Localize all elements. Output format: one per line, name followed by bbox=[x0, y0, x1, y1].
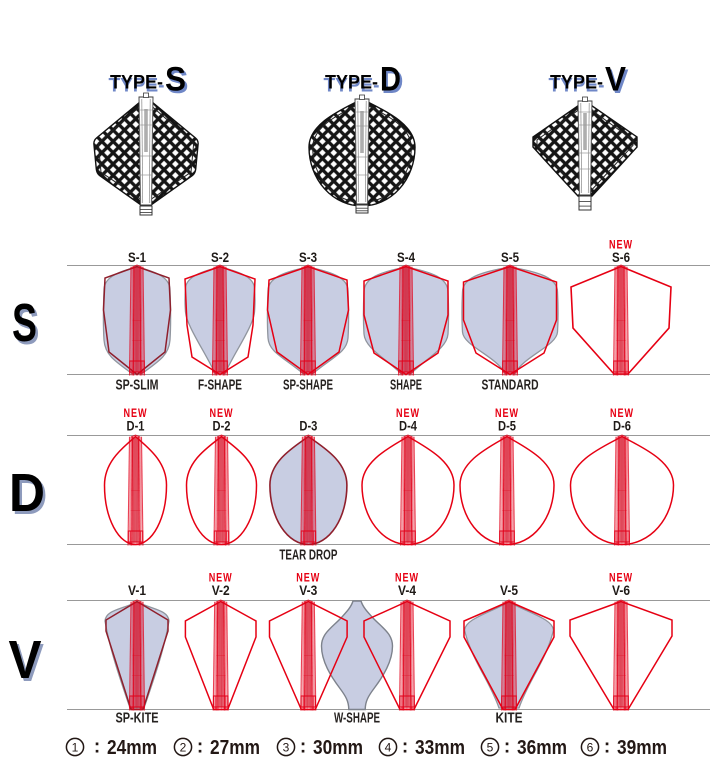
svg-text:D-5: D-5 bbox=[498, 419, 516, 434]
svg-text:SHAPE: SHAPE bbox=[390, 378, 422, 394]
svg-text:TEAR DROP: TEAR DROP bbox=[279, 548, 337, 564]
svg-text:D: D bbox=[380, 61, 401, 99]
svg-text:27mm: 27mm bbox=[210, 736, 260, 759]
svg-text:NEW: NEW bbox=[495, 408, 519, 420]
svg-text:V-4: V-4 bbox=[398, 583, 416, 598]
svg-text:TYPE-: TYPE- bbox=[550, 72, 603, 94]
svg-text:S: S bbox=[12, 293, 37, 353]
svg-text:36mm: 36mm bbox=[517, 736, 567, 759]
svg-text:TYPE-: TYPE- bbox=[110, 72, 163, 94]
svg-text:3: 3 bbox=[283, 741, 290, 755]
svg-text:D: D bbox=[382, 63, 404, 101]
svg-text:SP-SLIM: SP-SLIM bbox=[116, 378, 159, 394]
svg-text:S-2: S-2 bbox=[211, 250, 229, 265]
svg-text:NEW: NEW bbox=[210, 408, 234, 420]
svg-text:TYPE-: TYPE- bbox=[109, 75, 165, 97]
svg-text:NEW: NEW bbox=[395, 573, 419, 585]
svg-text:D-1: D-1 bbox=[127, 419, 145, 434]
svg-text:S-5: S-5 bbox=[501, 250, 519, 265]
svg-text::: : bbox=[300, 737, 306, 758]
svg-text:V: V bbox=[605, 61, 626, 99]
svg-text:W-SHAPE: W-SHAPE bbox=[334, 711, 380, 727]
svg-text:V-3: V-3 bbox=[299, 583, 317, 598]
svg-text:NEW: NEW bbox=[209, 573, 233, 585]
svg-text:NEW: NEW bbox=[124, 408, 148, 420]
svg-text:V-6: V-6 bbox=[612, 583, 630, 598]
svg-text:S-4: S-4 bbox=[397, 250, 415, 265]
svg-text:30mm: 30mm bbox=[313, 736, 363, 759]
svg-text::: : bbox=[504, 737, 510, 758]
svg-text:NEW: NEW bbox=[609, 573, 633, 585]
svg-text:D-6: D-6 bbox=[613, 419, 631, 434]
svg-text:STANDARD: STANDARD bbox=[482, 378, 539, 394]
svg-text:SP-KITE: SP-KITE bbox=[116, 711, 159, 727]
svg-text:V-1: V-1 bbox=[128, 583, 146, 598]
svg-text:1: 1 bbox=[72, 741, 79, 755]
svg-text:NEW: NEW bbox=[609, 240, 633, 252]
svg-text:TYPE-: TYPE- bbox=[549, 75, 605, 97]
svg-text:33mm: 33mm bbox=[415, 736, 465, 759]
svg-text:SP-SHAPE: SP-SHAPE bbox=[283, 378, 333, 394]
svg-text::: : bbox=[402, 737, 408, 758]
svg-text:KITE: KITE bbox=[496, 711, 523, 727]
svg-text:F-SHAPE: F-SHAPE bbox=[198, 378, 242, 394]
svg-text:S-3: S-3 bbox=[299, 250, 317, 265]
svg-text:6: 6 bbox=[587, 741, 594, 755]
svg-text:D-4: D-4 bbox=[399, 419, 417, 434]
svg-text:D: D bbox=[12, 466, 48, 526]
svg-text:D-3: D-3 bbox=[299, 419, 317, 434]
svg-text:S: S bbox=[167, 63, 189, 101]
svg-text:S: S bbox=[15, 296, 40, 356]
svg-text:V-2: V-2 bbox=[212, 583, 230, 598]
svg-text::: : bbox=[94, 737, 100, 758]
svg-text:TYPE-: TYPE- bbox=[324, 75, 380, 97]
svg-text:S-6: S-6 bbox=[612, 250, 630, 265]
svg-text:39mm: 39mm bbox=[617, 736, 667, 759]
svg-text:D: D bbox=[9, 463, 45, 523]
svg-text:NEW: NEW bbox=[610, 408, 634, 420]
svg-text:S-1: S-1 bbox=[128, 250, 146, 265]
svg-text:NEW: NEW bbox=[296, 573, 320, 585]
svg-text:2: 2 bbox=[180, 741, 187, 755]
svg-text:V: V bbox=[11, 633, 44, 693]
svg-text:S: S bbox=[165, 61, 186, 99]
svg-text:V: V bbox=[9, 630, 42, 690]
svg-text:NEW: NEW bbox=[396, 408, 420, 420]
svg-text:4: 4 bbox=[385, 741, 392, 755]
svg-text:24mm: 24mm bbox=[107, 736, 157, 759]
svg-text:V-5: V-5 bbox=[500, 583, 518, 598]
svg-text:D-2: D-2 bbox=[213, 419, 231, 434]
svg-text:5: 5 bbox=[487, 741, 494, 755]
svg-text:V: V bbox=[607, 63, 629, 101]
svg-text::: : bbox=[197, 737, 203, 758]
svg-text:TYPE-: TYPE- bbox=[325, 72, 378, 94]
svg-text::: : bbox=[604, 737, 610, 758]
